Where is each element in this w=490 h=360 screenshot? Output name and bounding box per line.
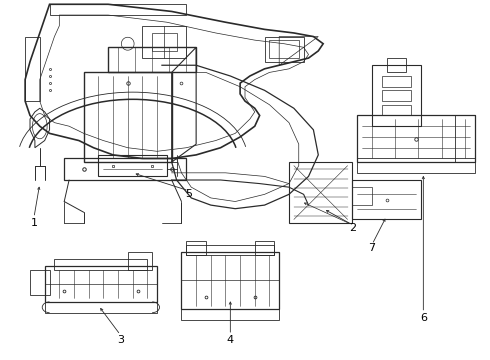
Text: 5: 5 (185, 189, 192, 199)
Text: 7: 7 (368, 243, 376, 253)
Text: 3: 3 (117, 334, 124, 345)
Text: 1: 1 (30, 218, 37, 228)
Text: 2: 2 (349, 224, 356, 233)
Text: 6: 6 (420, 313, 427, 323)
Text: 4: 4 (227, 334, 234, 345)
